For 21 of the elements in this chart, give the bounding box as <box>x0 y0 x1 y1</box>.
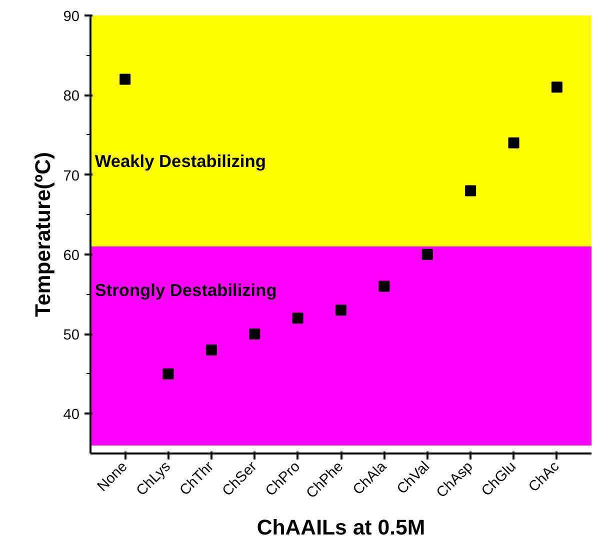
y-tick-label: 60 <box>63 248 80 264</box>
point <box>162 368 174 380</box>
y-tick-label: 40 <box>63 407 80 424</box>
point <box>120 74 131 85</box>
band-label: Weakly Destabilizing <box>94 150 266 171</box>
point <box>378 280 390 292</box>
y-tick-label: 50 <box>63 328 80 344</box>
point <box>206 344 217 356</box>
y-axis-title: Temperature(ºC) <box>31 152 56 318</box>
y-tick-label: 70 <box>63 168 80 184</box>
point <box>465 185 476 196</box>
band-label: Strongly Destabilizing <box>94 280 277 300</box>
point <box>551 82 562 93</box>
point <box>249 328 260 340</box>
y-tick-label: 80 <box>63 88 80 105</box>
point <box>336 304 346 316</box>
y-tick-label: 90 <box>63 9 80 25</box>
x-axis-title: ChAAILs at 0.5M <box>256 516 426 540</box>
point <box>422 248 433 260</box>
point <box>292 312 304 324</box>
point <box>508 137 520 148</box>
